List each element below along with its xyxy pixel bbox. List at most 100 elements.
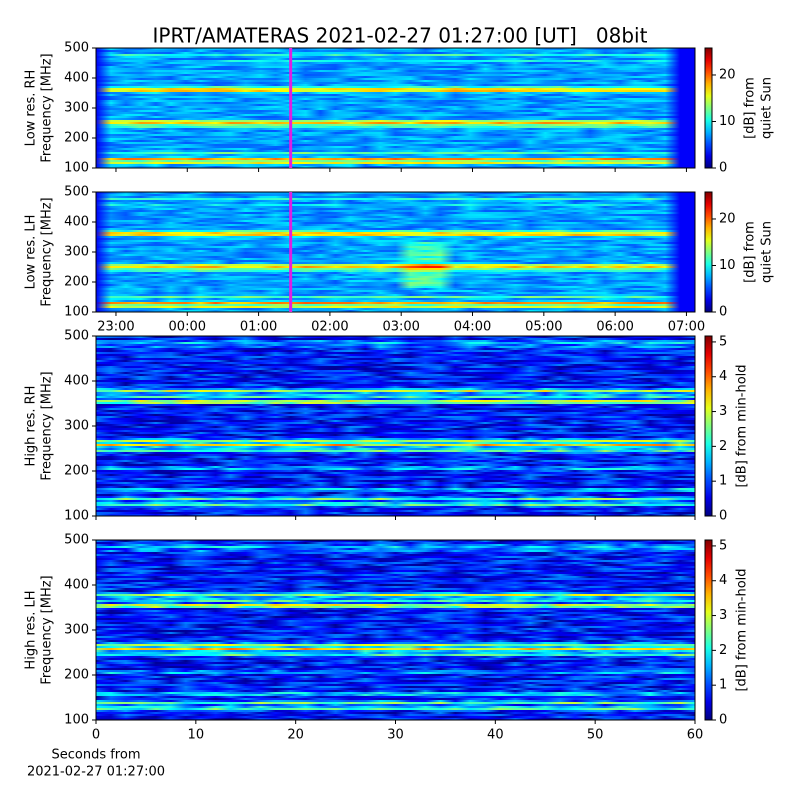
spectrogram-row	[96, 384, 695, 386]
y-tick-label: 300	[64, 419, 89, 434]
spectrogram-row	[96, 696, 695, 698]
spectrogram-row	[96, 712, 695, 714]
spectrogram-row	[96, 580, 695, 582]
spectrogram-row	[96, 694, 695, 696]
spectrogram-row	[96, 72, 695, 74]
spectrogram-row	[96, 404, 695, 406]
spectrogram-row	[96, 272, 695, 274]
spectrogram-row	[96, 150, 695, 152]
spectrogram-row	[96, 418, 695, 420]
spectrogram-row	[96, 376, 695, 378]
spectrogram-row	[96, 354, 695, 356]
spectrogram-row	[96, 586, 695, 588]
spectrogram-row	[96, 410, 695, 412]
x-tick-label: 20	[287, 728, 304, 743]
colorbar-tick-label: 1	[719, 678, 727, 693]
spectrogram-row	[96, 672, 695, 674]
spectrogram-row	[96, 710, 695, 712]
spectrogram-row	[96, 408, 695, 410]
spectrogram-row	[96, 192, 695, 194]
spectrogram-row	[96, 210, 695, 212]
spectrogram-row	[96, 434, 695, 436]
spectrogram-row	[96, 594, 695, 596]
spectrogram-row	[96, 656, 695, 658]
spectrogram-row	[96, 398, 695, 400]
spectrogram-row	[96, 76, 695, 78]
spectrogram-row	[96, 146, 695, 148]
y-tick-label: 100	[64, 713, 89, 728]
colorbar-label: quiet Sun	[760, 221, 775, 283]
spectrogram-row	[96, 220, 695, 222]
spectrogram-row	[96, 682, 695, 684]
spectrogram-row	[96, 560, 695, 562]
spectrogram-row	[96, 662, 695, 664]
spectrogram-row	[96, 154, 695, 156]
spectrogram-row	[96, 424, 695, 426]
y-axis-label: Low res. RH	[24, 70, 39, 147]
spectrogram-row	[96, 132, 695, 134]
spectrogram-row	[96, 100, 695, 102]
spectrogram-row	[96, 224, 695, 226]
y-tick-label: 500	[64, 533, 89, 548]
spectrogram-row	[96, 588, 695, 590]
spectrogram-row	[96, 584, 695, 586]
spectrogram-row	[96, 70, 695, 72]
spectrogram-row	[96, 56, 695, 58]
spectrogram-row	[96, 388, 695, 390]
spectrogram-row	[96, 52, 695, 54]
spectrogram-row	[96, 470, 695, 472]
spectrogram-row	[96, 488, 695, 490]
spectrogram-row	[96, 204, 695, 206]
y-tick-label: 100	[64, 161, 89, 176]
x-tick-label: 10	[188, 728, 205, 743]
colorbar-tick-label: 3	[719, 404, 727, 419]
spectrogram-row	[96, 690, 695, 692]
spectrogram-row	[96, 484, 695, 486]
spectrogram-row	[96, 572, 695, 574]
y-tick-label: 500	[64, 41, 89, 56]
spectrogram-row	[96, 356, 695, 358]
spectrogram-row	[96, 596, 695, 598]
colorbar-label: quiet Sun	[760, 77, 775, 139]
spectrogram-row	[96, 162, 695, 164]
spectrogram-row	[96, 654, 695, 656]
spectrogram-row	[96, 48, 695, 50]
spectrogram-row	[96, 646, 695, 648]
spectrogram-row	[96, 92, 695, 94]
colorbar-label: [dB] from min-hold	[735, 364, 750, 487]
spectrogram-row	[96, 706, 695, 708]
spectrogram-row	[96, 120, 695, 122]
spectrogram-row	[96, 158, 695, 160]
spectrogram-row	[96, 698, 695, 700]
colorbar-tick-label: 2	[719, 643, 727, 658]
spectrogram-row	[96, 602, 695, 604]
spectrogram-row	[96, 348, 695, 350]
spectrogram-row	[96, 508, 695, 510]
x-tick-label: 50	[587, 728, 604, 743]
y-tick-label: 500	[64, 185, 89, 200]
y-tick-label: 400	[64, 578, 89, 593]
spectrogram-row	[96, 512, 695, 514]
spectrogram-row	[96, 412, 695, 414]
spectrogram-row	[96, 608, 695, 610]
spectrogram-row	[96, 84, 695, 86]
spectrogram-row	[96, 620, 695, 622]
spectrogram-row	[96, 420, 695, 422]
spectrogram-row	[96, 402, 695, 404]
colorbar	[704, 191, 713, 313]
spectrogram-row	[96, 310, 695, 312]
spectrogram-row	[96, 338, 695, 340]
spectrogram-row	[96, 226, 695, 228]
spectrogram-row	[96, 110, 695, 112]
spectrogram-row	[96, 78, 695, 80]
spectrogram-row	[96, 230, 695, 232]
colorbar-tick-label: 0	[719, 713, 727, 728]
spectrogram-row	[96, 96, 695, 98]
spectrogram-row	[96, 666, 695, 668]
spectrogram-row	[96, 468, 695, 470]
y-tick-label: 400	[64, 374, 89, 389]
spectrogram-row	[96, 426, 695, 428]
spectrogram-row	[96, 148, 695, 150]
y-axis-label: High res. LH	[24, 590, 39, 669]
spectrogram-row	[96, 370, 695, 372]
